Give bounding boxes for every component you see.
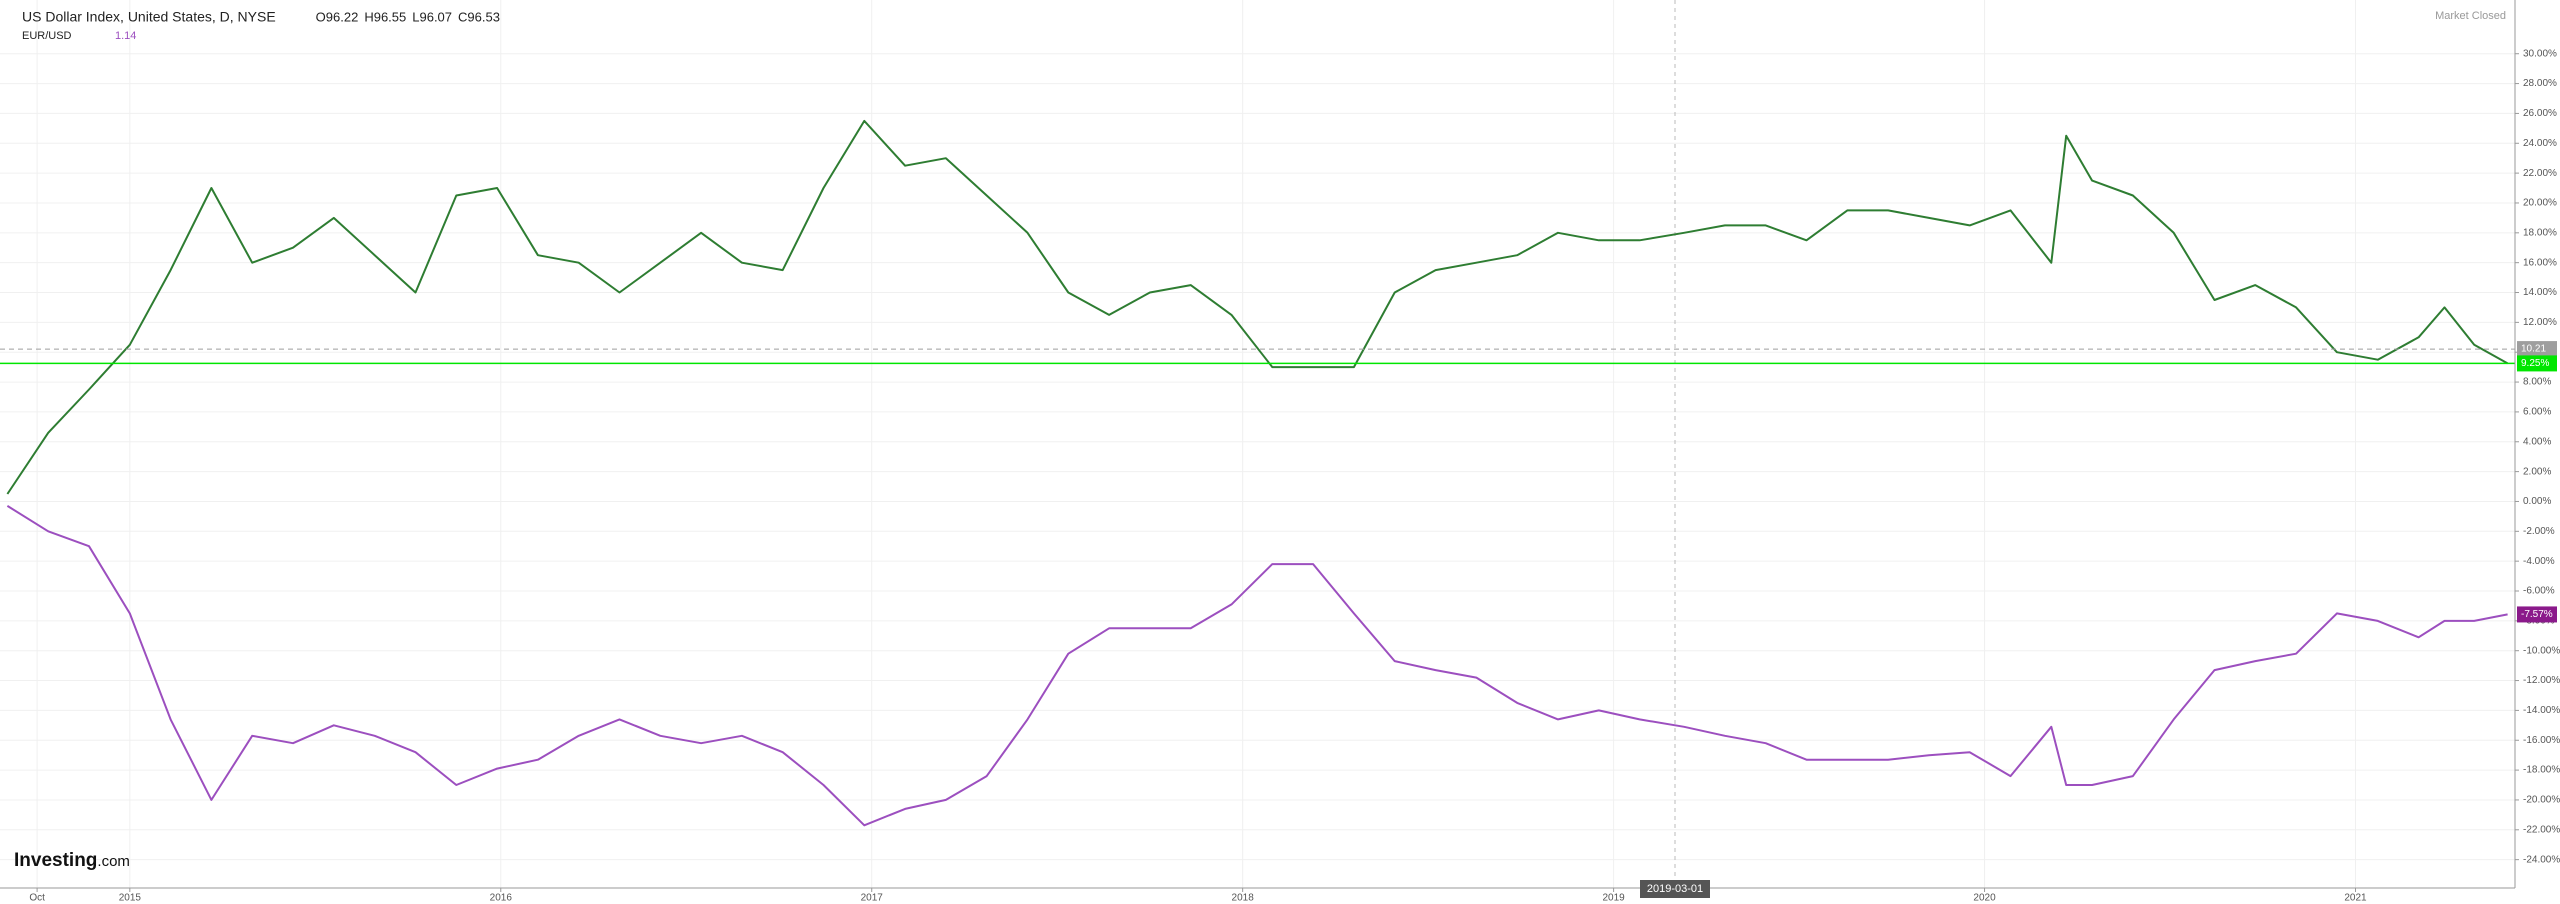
x-tick-label: Oct (29, 893, 45, 904)
y-tick-label: -6.00% (2523, 586, 2555, 597)
quote-high: H96.55 (364, 9, 406, 24)
y-tick-label: 24.00% (2523, 138, 2557, 149)
price-tag-label: 9.25% (2521, 358, 2549, 369)
price-tag (2517, 355, 2557, 372)
x-tick-label: 2021 (2344, 893, 2367, 904)
y-tick-label: 30.00% (2523, 48, 2557, 59)
series-line (6, 505, 2508, 827)
y-tick-label: -14.00% (2523, 705, 2560, 716)
plot (0, 119, 2515, 827)
series-line (6, 119, 2509, 495)
x-tick-label: 2020 (1973, 893, 1996, 904)
y-tick-label: -20.00% (2523, 795, 2560, 806)
second-series-last: 1.14 (115, 30, 136, 42)
brand-suffix: .com (97, 853, 130, 870)
y-tick-label: -22.00% (2523, 824, 2560, 835)
quote-open: O96.22 (316, 9, 359, 24)
second-series-name: EUR/USD (22, 30, 72, 42)
y-tick-label: 22.00% (2523, 168, 2557, 179)
grid (0, 0, 2515, 888)
y-tick-label: 8.00% (2523, 377, 2551, 388)
brand: Investing.com (14, 850, 130, 871)
y-tick-label: 12.00% (2523, 317, 2557, 328)
quote-low: L96.07 (412, 9, 452, 24)
price-tag-label: 10.21 (2521, 344, 2546, 355)
y-tick-label: -4.00% (2523, 556, 2555, 567)
chart-title: US Dollar Index, United States, D, NYSE (22, 9, 276, 25)
y-tick-label: -2.00% (2523, 526, 2555, 537)
y-tick-label: 0.00% (2523, 496, 2551, 507)
x-tick-label: 2016 (490, 893, 513, 904)
price-tag (2517, 606, 2557, 623)
y-tick-label: -18.00% (2523, 765, 2560, 776)
quote-close: C96.53 (458, 9, 500, 24)
y-tick-label: 4.00% (2523, 436, 2551, 447)
y-tick-label: -12.00% (2523, 675, 2560, 686)
y-tick-label: -10.00% (2523, 645, 2560, 656)
price-tag (2517, 341, 2557, 358)
brand-main: Investing (14, 850, 97, 871)
y-tick-label: 26.00% (2523, 108, 2557, 119)
y-tick-label: 20.00% (2523, 198, 2557, 209)
price-tag-label: -7.57% (2521, 609, 2553, 620)
axes: -24.00% -22.00% -20.00% -18.00% -16.00% -14.0… (29, 48, 2560, 903)
y-tick-label: 16.00% (2523, 257, 2557, 268)
x-tick-label: 2015 (119, 893, 142, 904)
y-tick-label: 2.00% (2523, 466, 2551, 477)
y-tick-label: 18.00% (2523, 227, 2557, 238)
y-tick-label: 14.00% (2523, 287, 2557, 298)
x-tick-label: 2019 (1602, 893, 1625, 904)
crosshair-tag (1640, 880, 1710, 898)
y-tick-label: 6.00% (2523, 407, 2551, 418)
y-tick-label: -16.00% (2523, 735, 2560, 746)
x-tick-label: 2018 (1232, 893, 1255, 904)
x-tick-label: 2017 (861, 893, 884, 904)
crosshair-label: 2019-03-01 (1647, 883, 1703, 895)
y-tick-label: 28.00% (2523, 78, 2557, 89)
y-tick-label: -24.00% (2523, 854, 2560, 865)
market-status: Market Closed (2435, 10, 2506, 22)
